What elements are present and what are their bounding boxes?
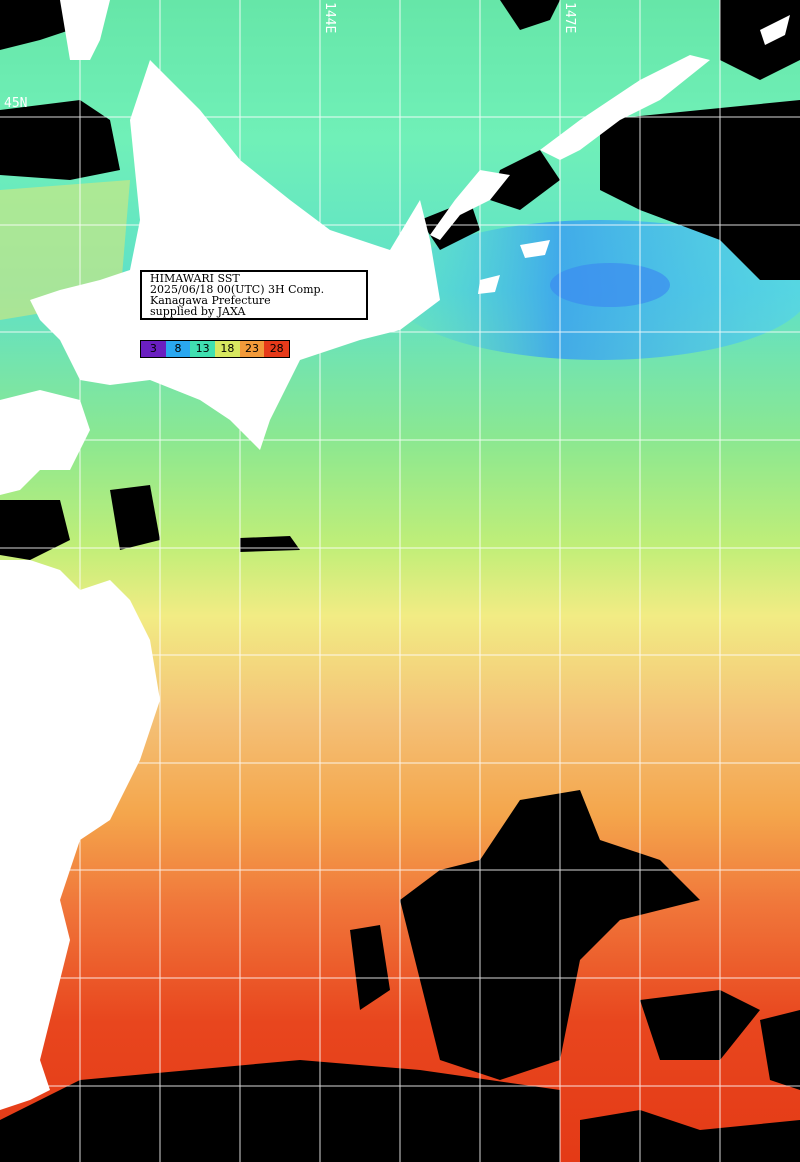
kuril-islands — [540, 55, 710, 160]
legend-tick-13: 13 — [190, 341, 216, 357]
legend-tick-28: 28 — [264, 341, 290, 357]
info-date: 2025/06/18 00(UTC) 3H Comp. — [150, 283, 325, 296]
lon-label-141e: 141E — [82, 2, 97, 34]
legend-tick-18: 18 — [215, 341, 240, 357]
info-source-prefecture: Kanagawa Prefecture — [150, 294, 271, 307]
info-supplier: supplied by JAXA — [150, 305, 246, 318]
legend-tick-23: 23 — [239, 341, 265, 357]
legend-tick-3: 3 — [141, 341, 166, 357]
sst-color-legend: 3 8 13 18 23 28 — [140, 340, 290, 358]
cold-water-core — [550, 263, 670, 307]
lat-label-45n: 45N — [4, 96, 28, 111]
info-title: HIMAWARI SST — [150, 272, 240, 285]
sakhalin-land — [60, 0, 110, 60]
lon-label-144e: 144E — [322, 2, 337, 34]
hokkaido-land — [30, 60, 440, 450]
lon-label-147e: 147E — [562, 2, 577, 34]
map-info-box: HIMAWARI SST 2025/06/18 00(UTC) 3H Comp.… — [140, 270, 368, 320]
oshima-peninsula — [0, 390, 90, 495]
legend-tick-8: 8 — [165, 341, 191, 357]
